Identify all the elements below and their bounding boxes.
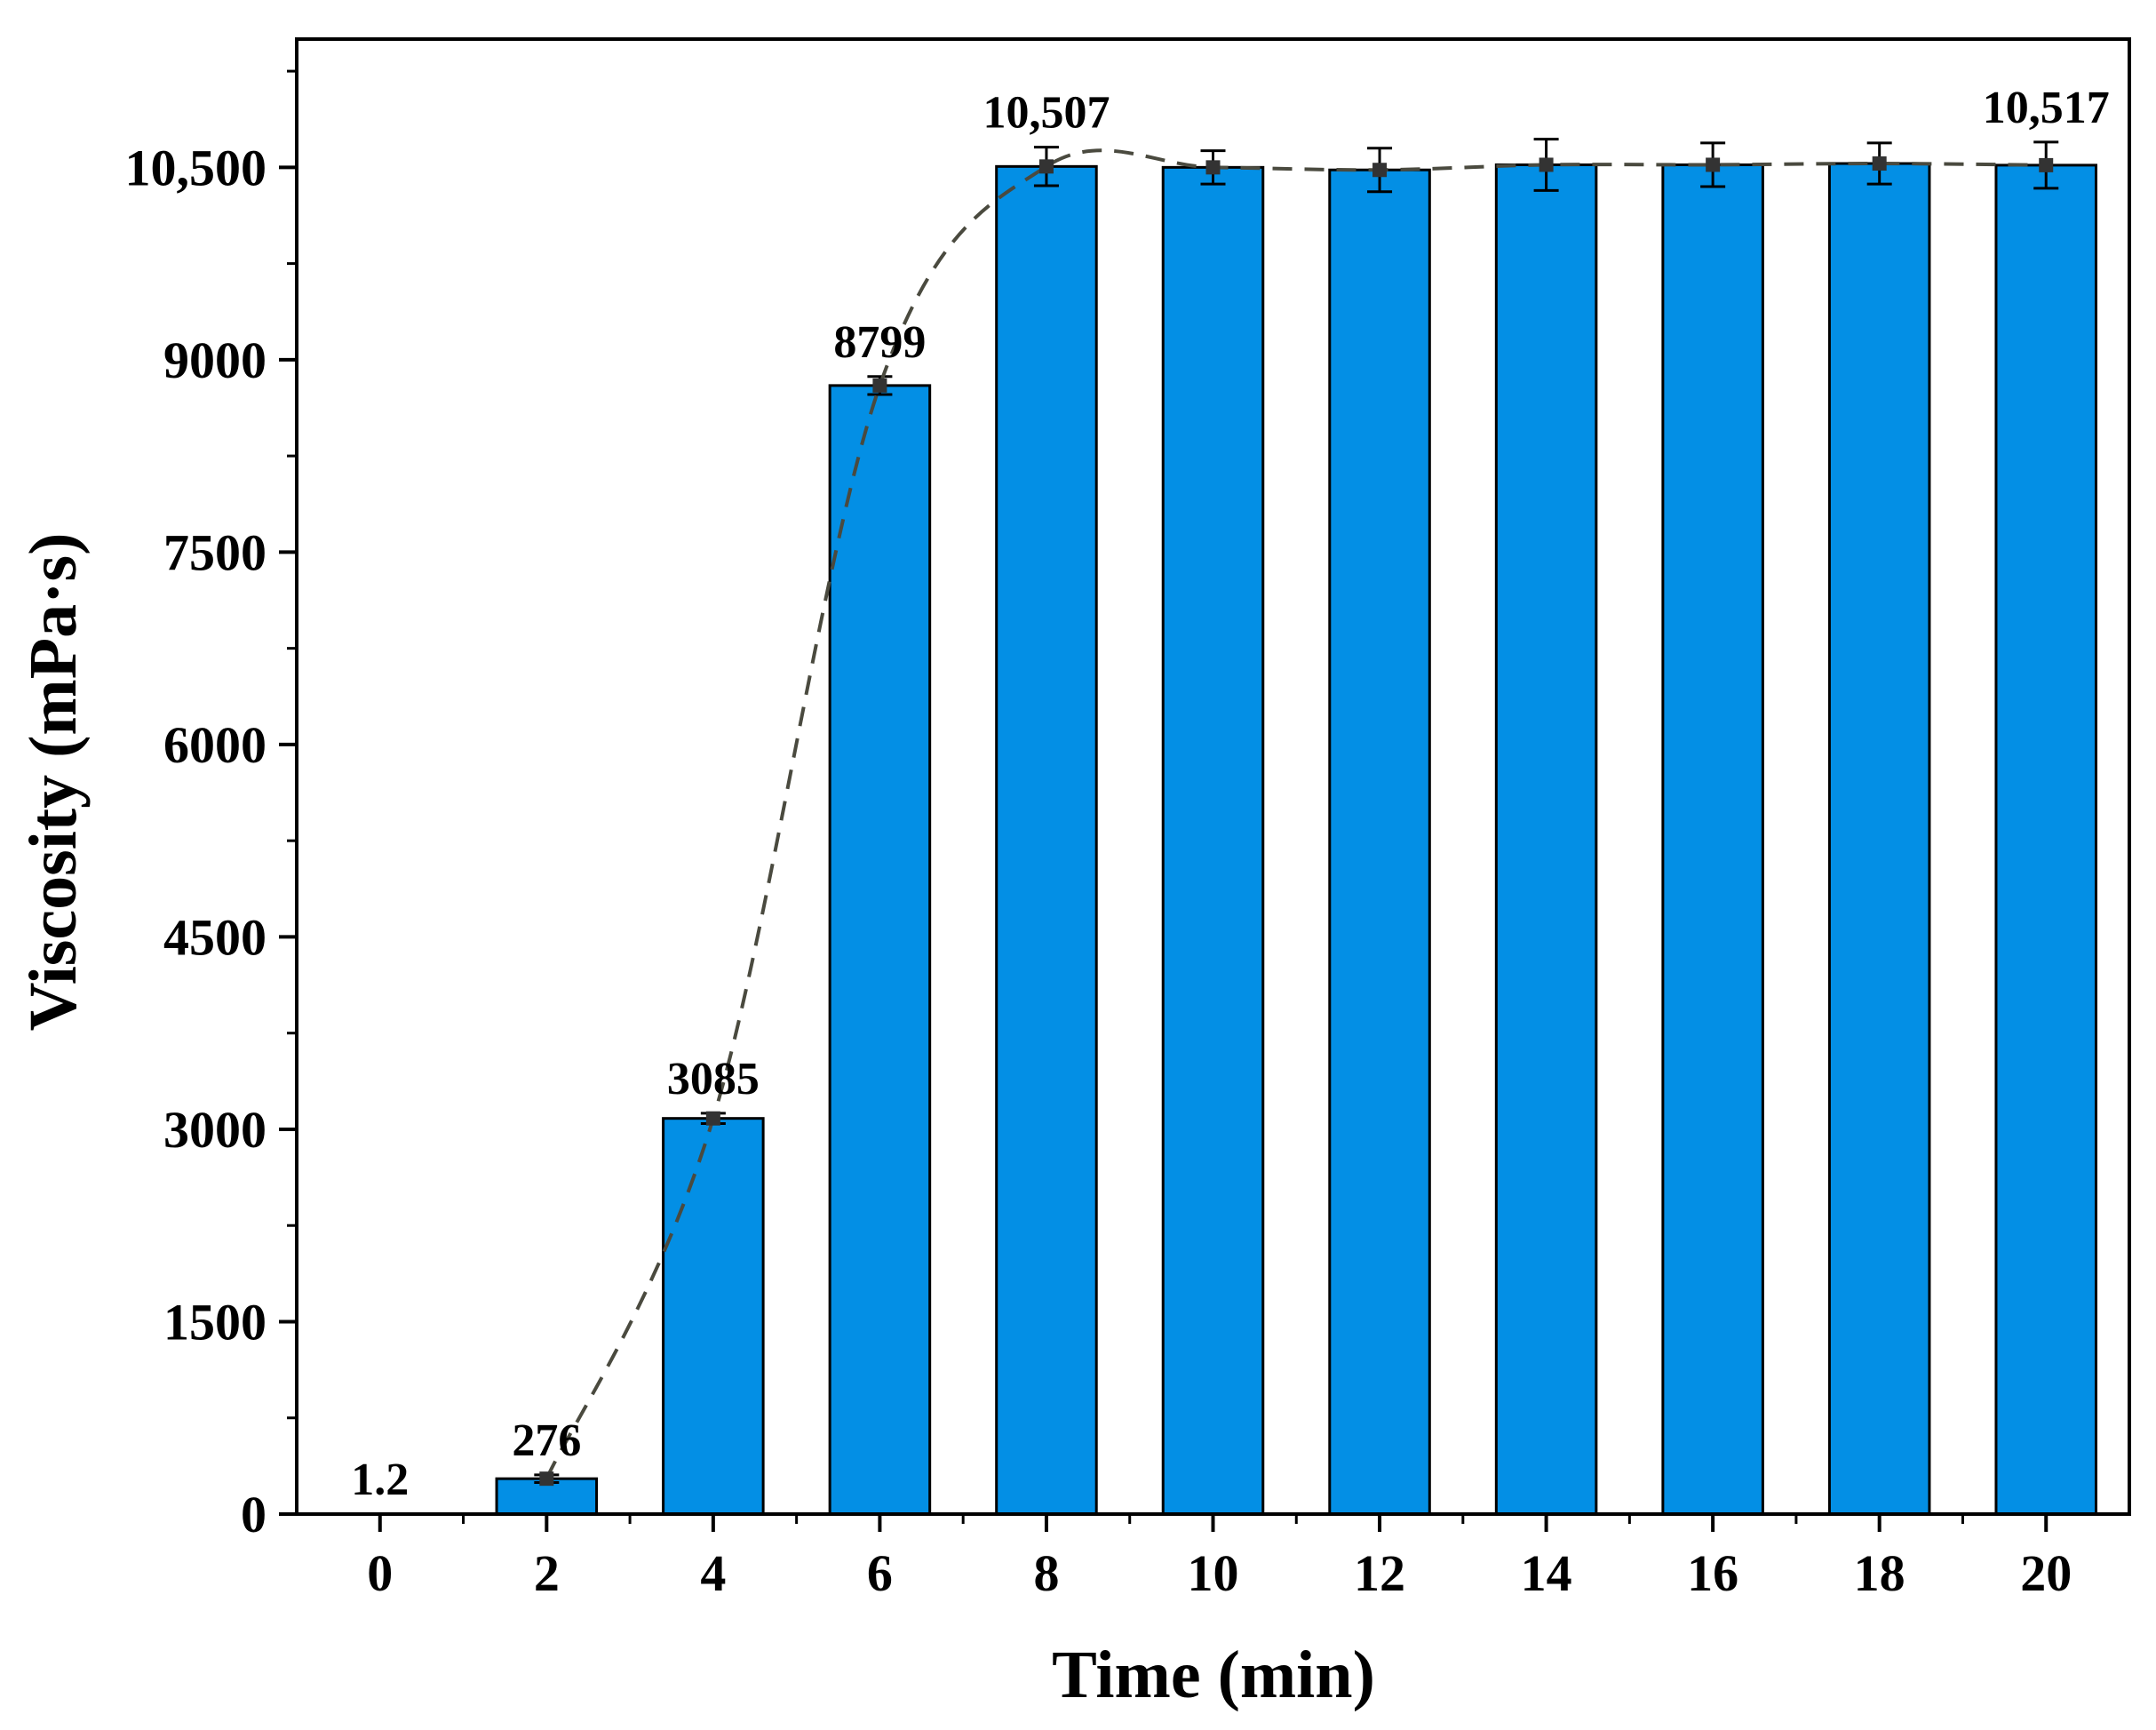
- y-tick-label: 7500: [163, 523, 267, 581]
- x-tick-label: 18: [1854, 1544, 1905, 1602]
- y-tick-label: 6000: [163, 716, 267, 774]
- marker-20: [2039, 157, 2054, 172]
- trend-line-group: [545, 148, 2047, 1480]
- x-tick-label: 12: [1354, 1544, 1405, 1602]
- data-label-4: 3085: [667, 1054, 760, 1104]
- marker-16: [1706, 157, 1721, 172]
- bar-20: [1994, 163, 2097, 1516]
- bar-8: [995, 164, 1098, 1516]
- bar-10: [1161, 165, 1265, 1516]
- marker-4: [705, 1111, 720, 1126]
- y-tick-label: 3000: [163, 1101, 267, 1159]
- x-tick-label: 14: [1521, 1544, 1572, 1602]
- tick-labels-group: 0 1500 3000 4500 6000 7500 9000 10,500 0 2 4 6 8 10 12…: [125, 139, 2072, 1602]
- y-axis-title: Viscosity (mPa·s): [16, 533, 91, 1032]
- x-tick-label: 4: [700, 1544, 726, 1602]
- data-label-6: 8799: [833, 317, 926, 368]
- y-tick-label: 0: [241, 1486, 267, 1543]
- x-tick-label: 6: [867, 1544, 893, 1602]
- x-tick-label: 20: [2020, 1544, 2072, 1602]
- y-tick-label: 9000: [163, 331, 267, 389]
- x-tick-label: 8: [1033, 1544, 1059, 1602]
- y-tick-label: 10,500: [125, 139, 267, 196]
- bar-4: [662, 1117, 765, 1516]
- data-labels-group: 1.2 276 3085 8799 10,507 10,517: [351, 83, 2109, 1505]
- trend-line: [545, 148, 2047, 1480]
- bar-18: [1827, 162, 1931, 1516]
- x-tick-label: 0: [367, 1544, 393, 1602]
- marker-6: [872, 378, 887, 393]
- y-tick-label: 1500: [163, 1293, 267, 1351]
- bar-12: [1328, 168, 1431, 1516]
- x-axis-title: Time (min): [1052, 1638, 1375, 1712]
- bar-14: [1494, 163, 1598, 1516]
- marker-10: [1205, 160, 1221, 175]
- x-tick-label: 10: [1188, 1544, 1239, 1602]
- marker-14: [1539, 157, 1554, 172]
- data-label-8: 10,507: [983, 88, 1110, 139]
- x-tick-label: 16: [1687, 1544, 1738, 1602]
- marker-8: [1038, 159, 1054, 174]
- bar-16: [1661, 163, 1764, 1516]
- marker-12: [1372, 163, 1388, 178]
- marker-18: [1872, 156, 1887, 171]
- data-label-0: 1.2: [351, 1455, 409, 1505]
- marker-2: [539, 1471, 554, 1487]
- y-tick-label: 4500: [163, 908, 267, 966]
- x-tick-label: 2: [534, 1544, 560, 1602]
- data-label-20: 10,517: [1983, 83, 2110, 133]
- markers-group: [539, 156, 2054, 1487]
- data-label-2: 276: [512, 1415, 581, 1466]
- axes-group: [279, 37, 2131, 1532]
- bar-6: [828, 384, 932, 1516]
- bars-group: [329, 162, 2097, 1516]
